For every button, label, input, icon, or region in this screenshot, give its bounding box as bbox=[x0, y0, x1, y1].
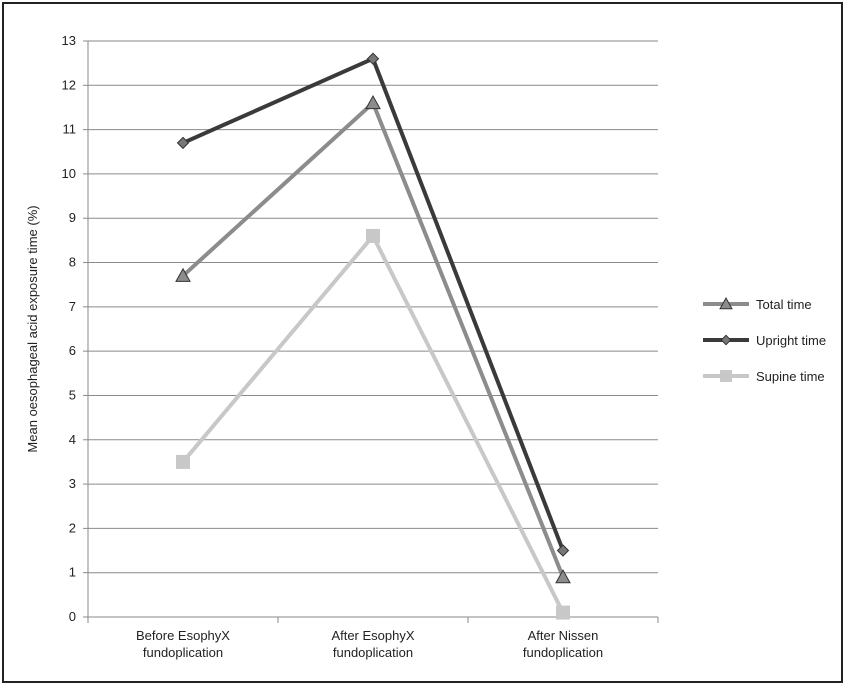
series-group bbox=[175, 52, 571, 620]
data-point-upright-time-0 bbox=[176, 136, 190, 150]
data-point-upright-time-1 bbox=[366, 52, 380, 65]
y-tick-label-12: 12 bbox=[62, 77, 76, 92]
data-point-total-time-0 bbox=[175, 267, 191, 282]
x-tick-labels: Before EsophyX fundoplication After Esophy… bbox=[136, 628, 603, 660]
legend-label-upright-time: Upright time bbox=[756, 333, 826, 348]
y-tick-label-8: 8 bbox=[69, 255, 76, 270]
axes bbox=[83, 40, 659, 623]
data-point-supine-time-0 bbox=[176, 454, 190, 469]
y-tick-label-3: 3 bbox=[69, 476, 76, 491]
data-point-supine-time-2 bbox=[556, 605, 570, 620]
legend-marker-upright-time bbox=[720, 334, 732, 346]
data-point-total-time-2 bbox=[555, 569, 571, 584]
y-tick-label-0: 0 bbox=[69, 609, 76, 624]
legend: Total time Upright time Supine time bbox=[703, 297, 826, 384]
legend-label-total-time: Total time bbox=[756, 297, 812, 312]
x-tick-label-0: Before EsophyX fundoplication bbox=[136, 628, 230, 660]
legend-marker-total-time bbox=[719, 297, 733, 310]
y-tick-label-13: 13 bbox=[62, 33, 76, 48]
data-point-total-time-1 bbox=[365, 95, 381, 110]
y-tick-label-6: 6 bbox=[69, 343, 76, 358]
y-tick-label-9: 9 bbox=[69, 210, 76, 225]
y-tick-label-4: 4 bbox=[69, 432, 76, 447]
data-point-supine-time-1 bbox=[366, 228, 380, 243]
series-line-upright-time bbox=[182, 56, 565, 552]
y-tick-label-5: 5 bbox=[69, 387, 76, 402]
y-tick-label-11: 11 bbox=[63, 122, 77, 137]
y-tick-label-7: 7 bbox=[69, 299, 76, 314]
legend-label-supine-time: Supine time bbox=[756, 369, 825, 384]
y-tick-label-2: 2 bbox=[69, 520, 76, 535]
x-tick-label-2: After Nissen fundoplication bbox=[523, 628, 603, 660]
y-tick-label-10: 10 bbox=[62, 166, 76, 181]
x-tick-label-1: After EsophyX fundoplication bbox=[331, 628, 414, 660]
y-tick-label-1: 1 bbox=[69, 565, 76, 580]
data-point-upright-time-2 bbox=[556, 544, 570, 557]
series-line-supine-time bbox=[181, 233, 565, 614]
legend-marker-supine-time bbox=[720, 370, 732, 382]
gridlines bbox=[88, 40, 658, 618]
y-axis-label: Mean oesophageal acid exposure time (%) bbox=[25, 205, 40, 452]
